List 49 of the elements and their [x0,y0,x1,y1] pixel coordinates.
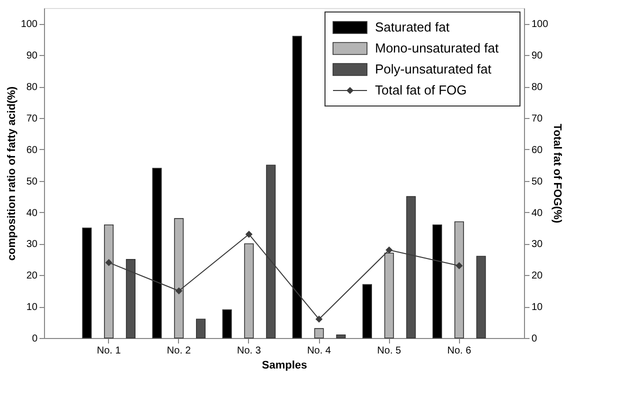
y2-tick-label: 20 [532,270,544,282]
y-tick-label: 90 [26,50,38,62]
point [316,316,323,323]
y-tick-label: 40 [26,208,38,219]
x-axis-title: Samples [262,360,308,372]
bar [362,284,372,338]
y2-tick-label: 10 [532,302,544,314]
bar [82,228,92,338]
y2-tick-label: 0 [532,334,538,344]
bar [314,328,324,338]
x-tick-label: No. 3 [237,346,262,356]
point [456,262,463,270]
x-tick-label: No. 2 [166,346,192,356]
bar [336,334,346,338]
x-tick-label: No. 6 [447,346,472,356]
y2-tick-label: 70 [532,114,544,124]
y-tick-label: 20 [26,270,38,282]
legend-label: Saturated fat [375,20,450,34]
bar [196,318,206,338]
x-tick-label: No. 1 [96,346,122,356]
point [175,287,182,294]
y-tick-label: 50 [26,176,38,188]
y-tick-label: 80 [26,82,38,94]
y-tick-label: 10 [26,302,38,314]
x-tick-label: No. 4 [307,346,332,356]
y2-tick-label: 100 [532,19,549,30]
y-tick-label: 30 [26,239,38,250]
bar [244,243,254,338]
y2-tick-label: 40 [532,208,544,219]
y2-tick-label: 60 [532,144,544,156]
point [105,259,112,266]
y2-tick-label: 80 [532,82,544,94]
legend-label: Total fat of FOG [375,82,467,98]
point [386,246,393,254]
bar [476,256,486,338]
y-tick-label: 60 [26,144,38,156]
y2-tick-label: 50 [532,176,544,188]
y2-tick-label: 30 [532,239,544,250]
y2-axis-title: Total fat of FOG(%) [551,124,564,224]
legend-label: Mono-unsaturated fat [375,40,499,56]
y2-tick-label: 90 [532,50,544,62]
x-tick-label: No. 5 [377,346,402,356]
y-axis-title: composition ratio of fatty acid(%) [6,86,18,261]
y-tick-label: 70 [26,114,38,124]
y-tick-label: 100 [20,19,38,30]
legend-label: Poly-unsaturated fat [375,62,492,76]
y-tick-label: 0 [32,334,38,344]
bar [222,309,232,338]
point [245,230,252,238]
